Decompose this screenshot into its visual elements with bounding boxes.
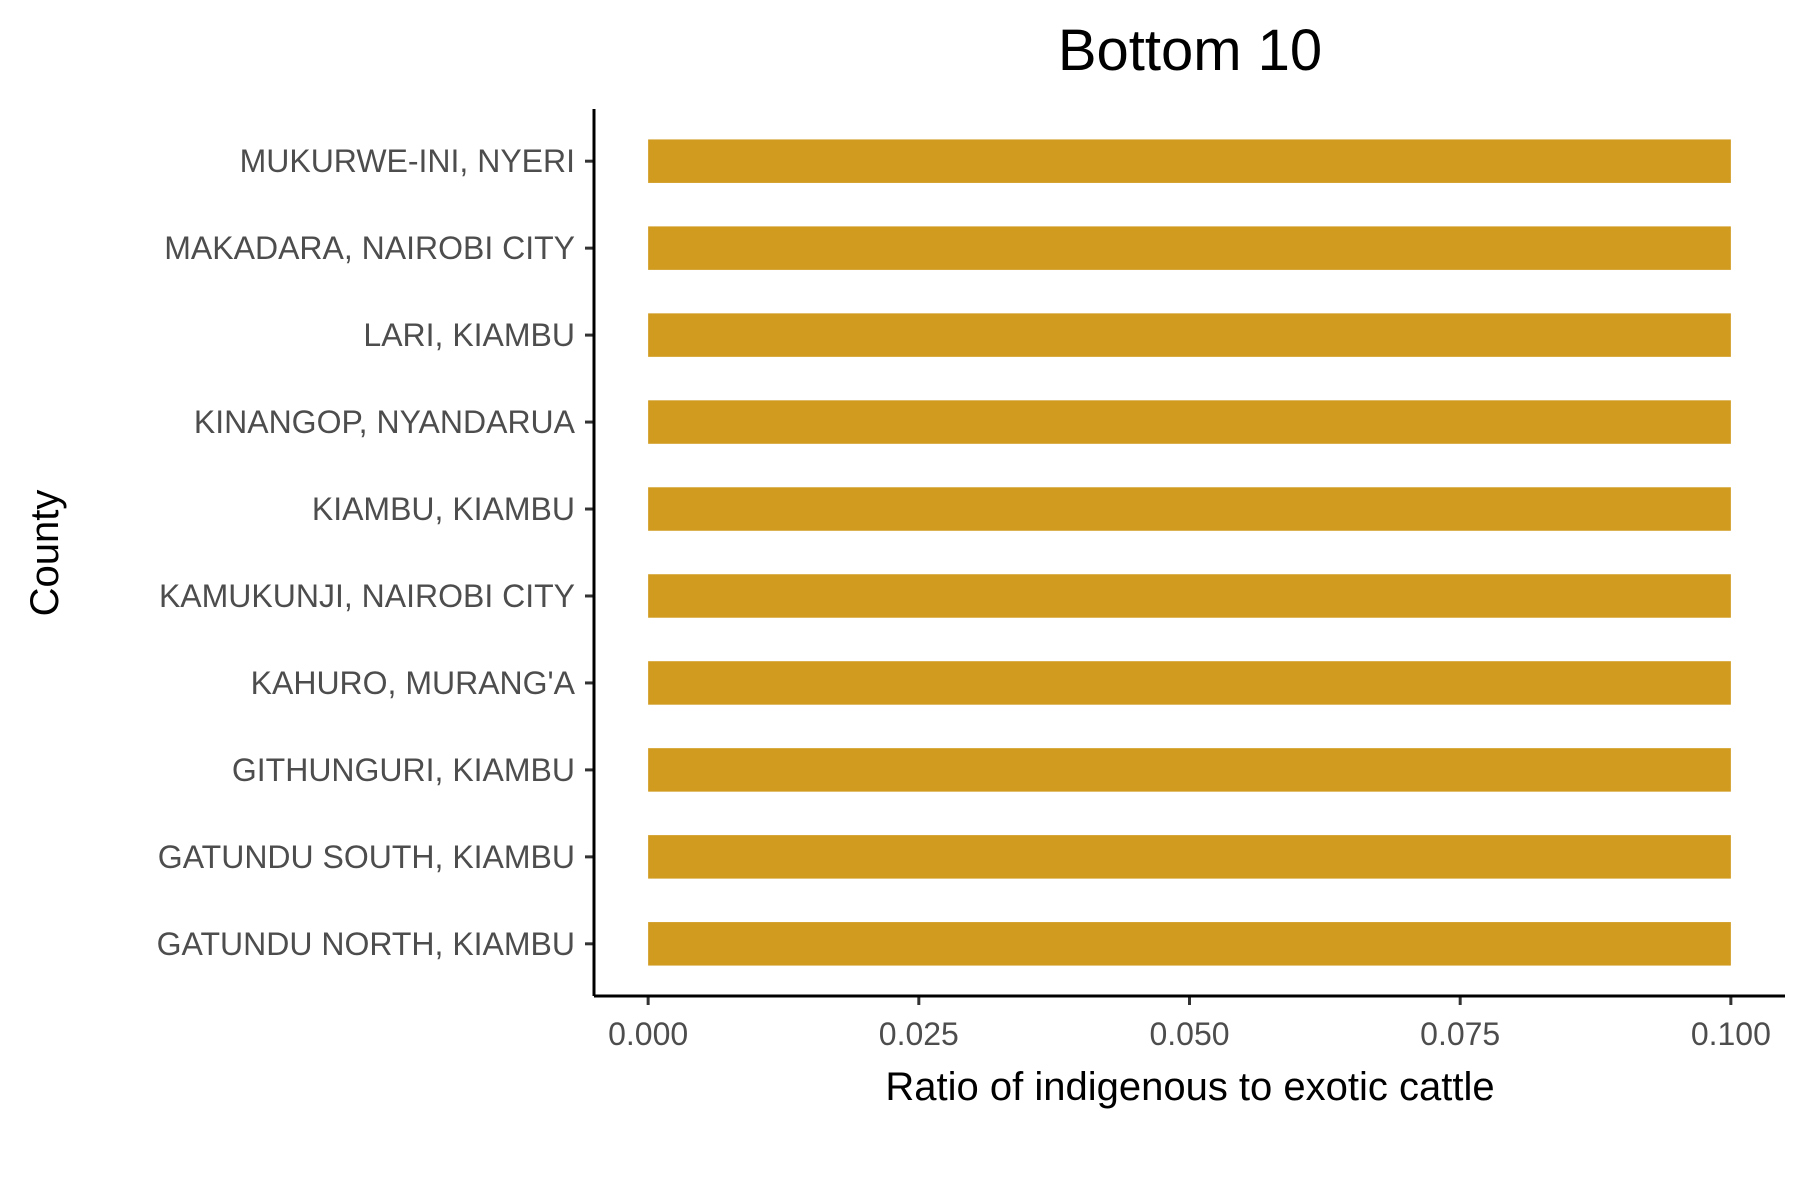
bars-group — [648, 139, 1731, 966]
bar — [648, 226, 1731, 270]
bar — [648, 574, 1731, 618]
y-tick-label: GATUNDU NORTH, KIAMBU — [157, 926, 575, 962]
x-tick-label: 0.000 — [608, 1016, 688, 1052]
bar — [648, 400, 1731, 444]
bar — [648, 661, 1731, 705]
x-tick-label: 0.025 — [879, 1016, 959, 1052]
x-tick-label: 0.050 — [1149, 1016, 1229, 1052]
x-axis-ticks: 0.000 0.025 0.050 0.075 0.100 — [608, 996, 1771, 1052]
y-tick-label: GITHUNGURI, KIAMBU — [232, 752, 575, 788]
x-tick-label: 0.100 — [1691, 1016, 1771, 1052]
bar — [648, 748, 1731, 792]
y-tick-label: MAKADARA, NAIROBI CITY — [164, 230, 575, 266]
x-tick-label: 0.075 — [1420, 1016, 1500, 1052]
bar — [648, 487, 1731, 531]
bar — [648, 139, 1731, 183]
y-tick-label: MUKURWE-INI, NYERI — [240, 143, 575, 179]
y-tick-label: GATUNDU SOUTH, KIAMBU — [158, 839, 575, 875]
chart-title: Bottom 10 — [1058, 18, 1322, 83]
y-tick-label: KAMUKUNJI, NAIROBI CITY — [159, 578, 575, 614]
bar — [648, 835, 1731, 879]
y-tick-label: KAHURO, MURANG'A — [251, 665, 576, 701]
y-axis-title: County — [23, 490, 67, 617]
bar — [648, 313, 1731, 357]
y-tick-label: KIAMBU, KIAMBU — [312, 491, 575, 527]
y-tick-label: KINANGOP, NYANDARUA — [194, 404, 576, 440]
y-axis-ticks: MUKURWE-INI, NYERI MAKADARA, NAIROBI CITY… — [157, 143, 594, 962]
y-tick-label: LARI, KIAMBU — [363, 317, 575, 353]
bar — [648, 922, 1731, 966]
x-axis-title: Ratio of indigenous to exotic cattle — [885, 1065, 1494, 1109]
